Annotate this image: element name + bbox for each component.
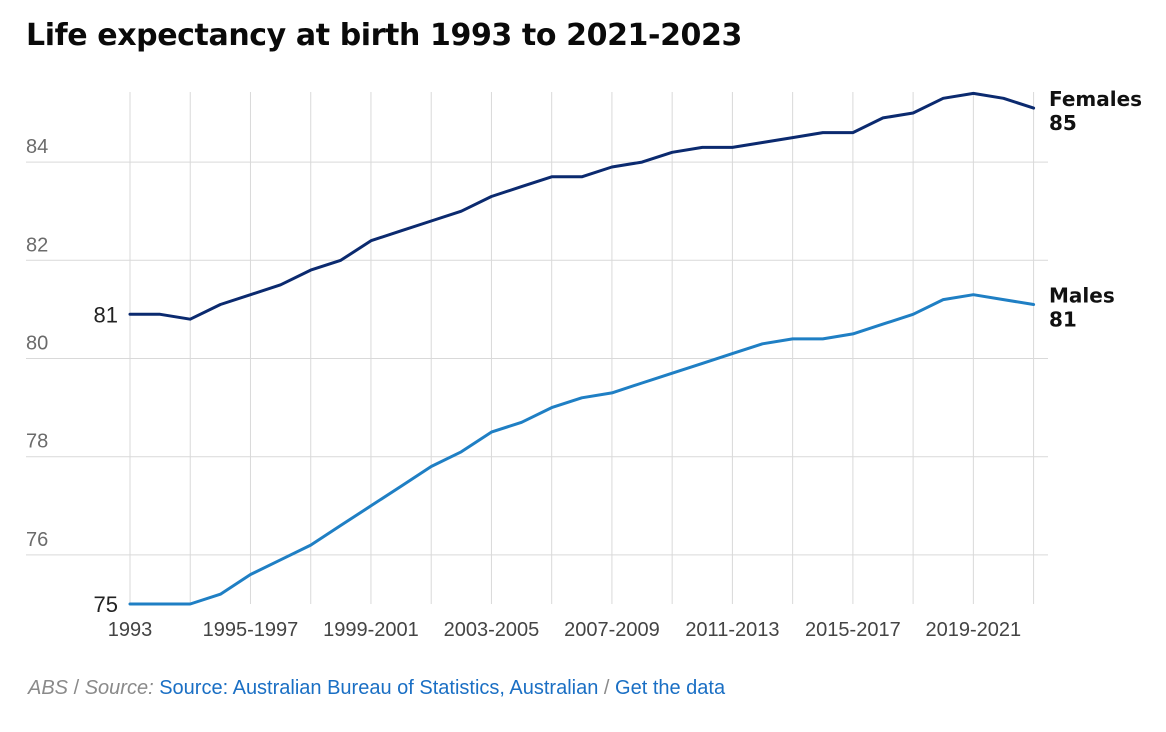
source-prefix: Source: (84, 677, 154, 699)
females-series-line (128, 91, 1036, 321)
get-the-data-link[interactable]: Get the data (615, 677, 726, 699)
x-tick-label: 2007-2009 (564, 619, 660, 641)
x-tick-label: 1999-2001 (323, 619, 419, 641)
males-end-value: 81 (1049, 307, 1077, 331)
y-tick-label: 84 (26, 136, 48, 158)
y-tick-label: 82 (26, 234, 48, 256)
x-tick-label: 1995-1997 (203, 619, 299, 641)
males-series-name: Males (1049, 283, 1115, 307)
source-separator-1: / (73, 677, 80, 699)
source-line: ABS / Source: Source: Australian Bureau … (28, 677, 725, 700)
y-tick-label: 78 (26, 431, 48, 453)
y-tick-label: 80 (26, 333, 48, 355)
source-publisher: ABS (28, 677, 69, 699)
females-end-value: 85 (1049, 111, 1077, 135)
y-tick-label: 76 (26, 529, 48, 551)
x-tick-label: 2019-2021 (926, 619, 1022, 641)
source-separator-2: / (603, 677, 610, 699)
x-tick-label: 1993 (108, 619, 153, 641)
x-tick-label: 2015-2017 (805, 619, 901, 641)
x-tick-label: 2003-2005 (444, 619, 540, 641)
males-start-label: 75 (94, 592, 118, 617)
females-start-label: 81 (94, 302, 118, 327)
chart-title: Life expectancy at birth 1993 to 2021-20… (26, 18, 742, 53)
males-series-line (128, 293, 1036, 606)
x-tick-label: 2011-2013 (685, 619, 779, 641)
source-link[interactable]: Source: Australian Bureau of Statistics,… (159, 677, 599, 699)
females-series-name: Females (1049, 87, 1142, 111)
